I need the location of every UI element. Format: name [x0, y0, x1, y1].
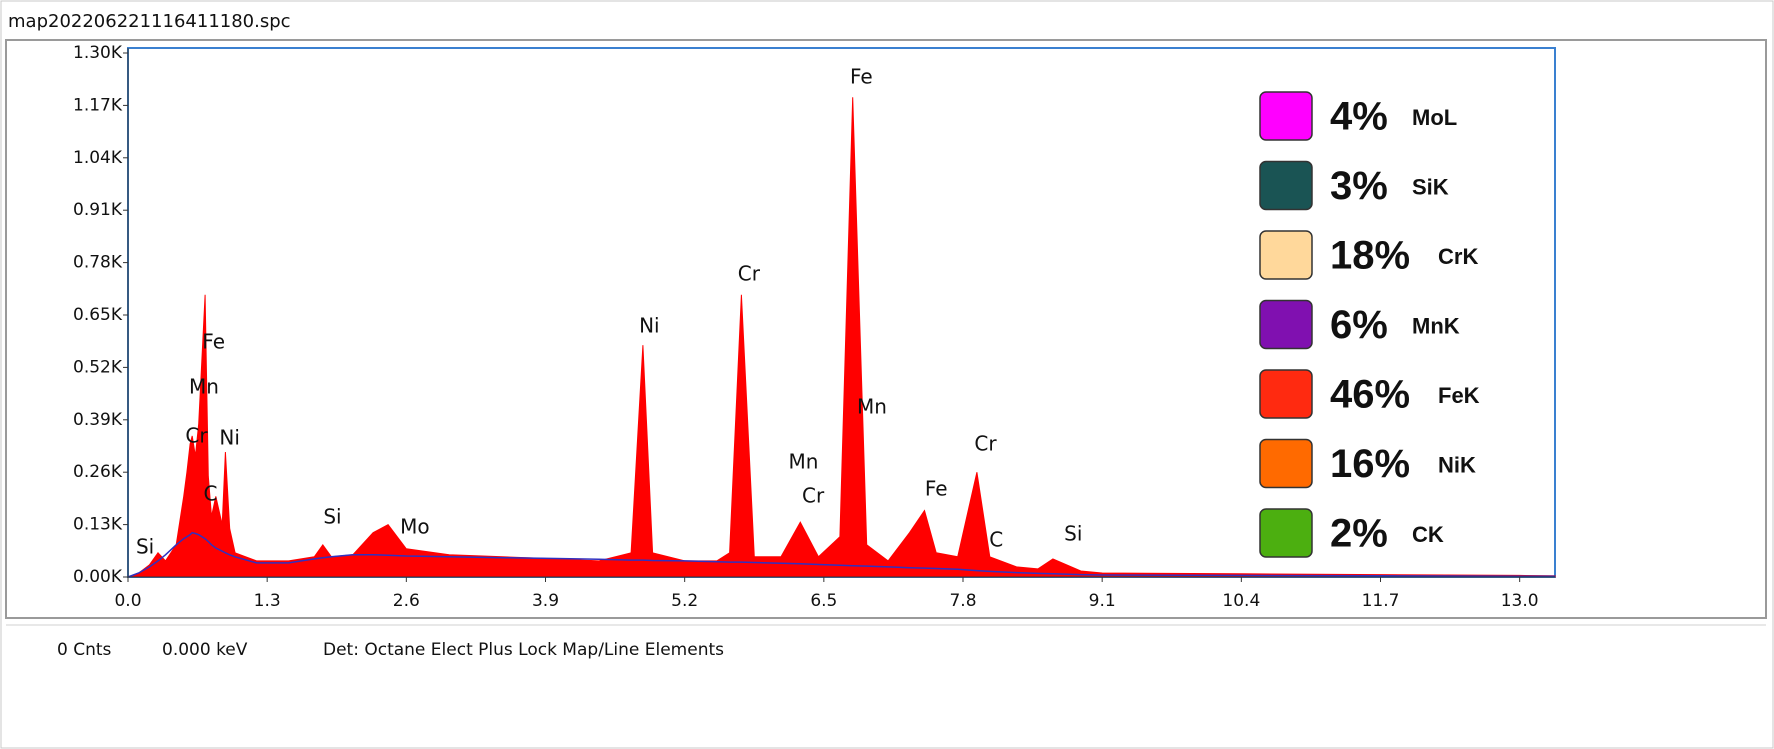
- y-tick-label: 0.26K: [73, 462, 123, 482]
- x-tick-label: 9.1: [1089, 591, 1116, 611]
- peak-label: Fe: [850, 64, 873, 88]
- legend-element: FeK: [1438, 383, 1480, 408]
- legend-element: MoL: [1412, 105, 1457, 130]
- peak-label: Fe: [925, 476, 948, 500]
- y-tick-label: 0.00K: [73, 567, 123, 587]
- legend-percent: 2%: [1330, 512, 1388, 556]
- legend-swatch: [1259, 160, 1313, 211]
- peak-label: Cr: [974, 431, 997, 455]
- peak-label: Mn: [189, 374, 219, 398]
- y-tick-label: 1.30K: [73, 43, 123, 63]
- legend-element: SiK: [1412, 174, 1449, 199]
- y-tick-label: 1.17K: [73, 95, 123, 115]
- legend-percent: 6%: [1330, 303, 1388, 347]
- peak-label: C: [203, 482, 217, 506]
- peak-label: Ni: [219, 426, 240, 450]
- y-tick-label: 1.04K: [73, 148, 123, 168]
- peak-label: Mn: [857, 395, 887, 419]
- x-tick-label: 6.5: [810, 591, 837, 611]
- legend-element: CK: [1412, 522, 1444, 547]
- y-tick-label: 0.78K: [73, 253, 123, 273]
- legend-percent: 16%: [1330, 442, 1410, 486]
- legend-percent: 46%: [1330, 373, 1410, 417]
- file-title: map202206221116411180.spc: [8, 11, 291, 32]
- peak-label: C: [989, 528, 1003, 552]
- peak-label: Mn: [789, 449, 819, 473]
- peak-label: Ni: [639, 314, 660, 338]
- spectrum-area: [127, 97, 1556, 578]
- peak-label: Fe: [202, 330, 225, 354]
- x-tick-label: 0.0: [114, 591, 141, 611]
- peak-label: Mo: [400, 514, 430, 538]
- legend-swatch: [1259, 508, 1313, 558]
- x-tick-label: 7.8: [949, 591, 976, 611]
- x-tick-label: 1.3: [254, 591, 281, 611]
- y-tick-label: 0.65K: [73, 305, 123, 325]
- legend-swatch: [1259, 230, 1313, 280]
- x-tick-label: 11.7: [1362, 591, 1400, 611]
- peak-label: Cr: [738, 262, 761, 286]
- y-tick-label: 0.52K: [73, 357, 123, 377]
- status-detector: Det: Octane Elect Plus Lock Map/Line Ele…: [323, 640, 724, 660]
- x-tick-label: 3.9: [532, 591, 559, 611]
- y-tick-label: 0.13K: [73, 515, 123, 535]
- legend-swatch: [1259, 299, 1313, 350]
- peak-label: Cr: [802, 483, 825, 507]
- peak-label: Si: [323, 505, 341, 529]
- legend-percent: 3%: [1330, 164, 1388, 208]
- legend-element: MnK: [1412, 313, 1460, 338]
- y-tick-label: 0.39K: [73, 410, 123, 430]
- x-tick-label: 5.2: [671, 591, 698, 611]
- legend-swatch: [1259, 369, 1313, 419]
- status-counts: 0 Cnts: [57, 640, 112, 660]
- legend-element: NiK: [1438, 452, 1476, 477]
- peak-label: Si: [1064, 522, 1082, 546]
- legend-swatch: [1259, 91, 1313, 141]
- legend-element: CrK: [1438, 244, 1478, 269]
- legend-swatch: [1259, 438, 1313, 489]
- x-tick-label: 13.0: [1501, 591, 1539, 611]
- peak-label: Cr: [185, 424, 208, 448]
- status-energy: 0.000 keV: [162, 640, 248, 660]
- peak-label: Si: [136, 534, 154, 558]
- x-tick-label: 2.6: [393, 591, 420, 611]
- background-line: [127, 531, 1555, 578]
- legend-percent: 4%: [1330, 95, 1388, 139]
- y-tick-label: 0.91K: [73, 200, 123, 220]
- x-tick-label: 10.4: [1222, 591, 1260, 611]
- legend-percent: 18%: [1330, 234, 1410, 278]
